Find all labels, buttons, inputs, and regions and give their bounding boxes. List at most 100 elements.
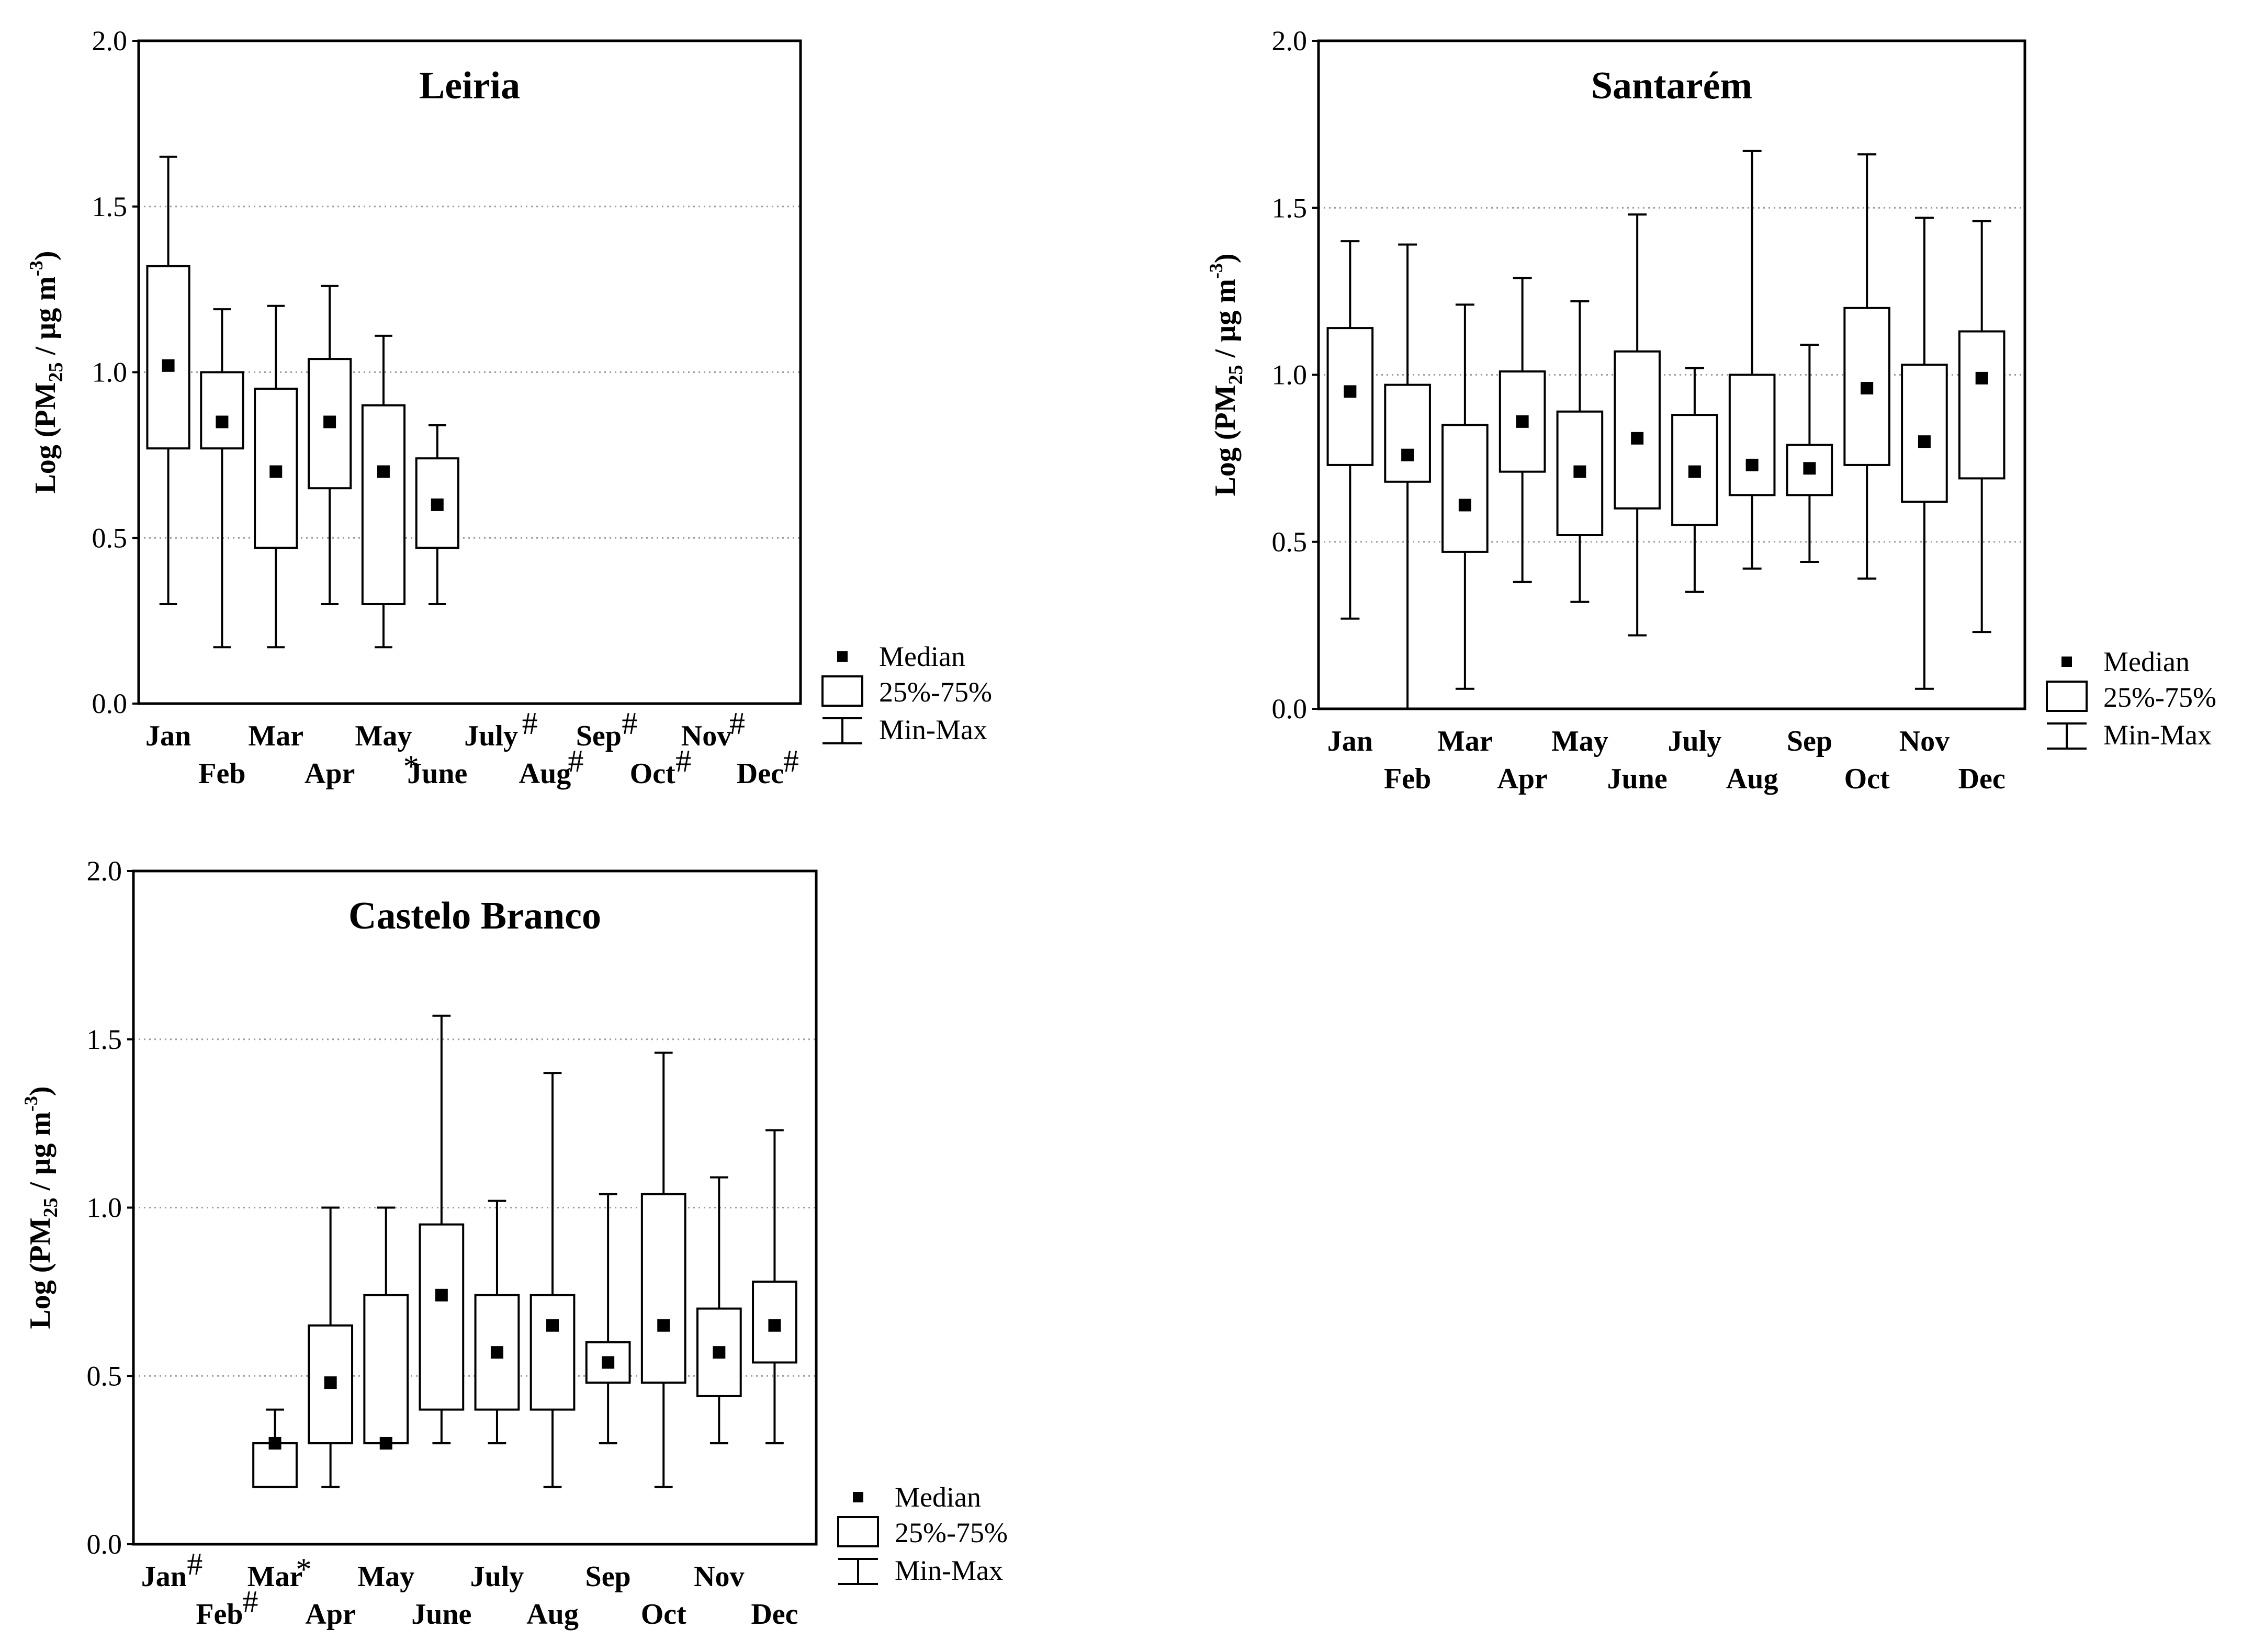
median-marker: [323, 415, 336, 428]
month-label: Dec: [751, 1598, 798, 1631]
y-axis-label-part: / µg m: [24, 1112, 57, 1197]
box-feb: [1384, 243, 1431, 710]
month-label: Feb: [196, 1598, 243, 1631]
box-feb: [200, 308, 244, 649]
median-marker: [1573, 465, 1586, 478]
median-marker: [1918, 435, 1931, 448]
y-tick-label: 2.0: [87, 855, 122, 887]
y-axis-label-part: / µg m: [1209, 279, 1242, 365]
median-marker: [377, 465, 390, 478]
box-oct: [640, 1051, 686, 1488]
median-marker: [1344, 385, 1357, 398]
median-marker: [1401, 448, 1414, 461]
box-mar: [1441, 303, 1489, 690]
iqr-box: [361, 404, 406, 605]
y-axis-label: Log (PM25 / µg m-3): [20, 1086, 62, 1329]
box-aug: [1728, 150, 1776, 570]
iqr-box: [1614, 350, 1661, 510]
iqr-box: [640, 1193, 686, 1384]
box-aug: [529, 1072, 576, 1488]
chart-title: Santarém: [1591, 64, 1752, 107]
median-marker: [1745, 458, 1759, 471]
median-marker: [379, 1436, 392, 1450]
box-dec: [1958, 220, 2006, 633]
box-jan: [1326, 240, 1374, 620]
plot-frame: [137, 39, 802, 705]
y-axis-label-subscript: 25: [40, 1198, 62, 1218]
median-marker: [324, 1376, 337, 1389]
month-label: Sep: [585, 1560, 631, 1593]
median-marker: [269, 465, 283, 478]
month-label: Apr: [1497, 763, 1547, 795]
missing-data-marker: #: [729, 706, 745, 741]
month-label: Apr: [305, 1598, 355, 1631]
iqr-box: [1901, 364, 1948, 503]
legend-median-icon: [2061, 657, 2072, 667]
y-axis-label-part: Log (PM: [29, 382, 62, 494]
box-apr: [1499, 277, 1546, 583]
median-marker: [546, 1319, 559, 1332]
iqr-box: [419, 1223, 465, 1411]
median-marker: [768, 1319, 781, 1332]
month-label: July: [1668, 725, 1722, 757]
month-label: Oct: [641, 1598, 686, 1631]
y-axis-label-superscript: -3: [1206, 263, 1226, 279]
box-june: [415, 424, 459, 605]
month-label: Mar: [247, 1560, 303, 1593]
median-marker: [490, 1346, 503, 1359]
chart-title: Leiria: [419, 64, 520, 107]
month-label: May: [357, 1560, 414, 1593]
iqr-box: [1499, 370, 1546, 473]
y-tick-label: 2.0: [1272, 25, 1308, 56]
y-tick-label: 0.0: [87, 1529, 122, 1560]
y-axis-label-part: ): [1209, 253, 1242, 263]
median-marker: [1803, 462, 1816, 475]
box-apr: [307, 285, 352, 605]
month-label: Nov: [694, 1560, 744, 1593]
month-label: Nov: [1899, 725, 1950, 757]
missing-data-marker: #: [783, 744, 799, 778]
y-tick-label: 1.0: [92, 357, 128, 388]
legend: Median 25%-75% Min-Max: [2046, 646, 2216, 751]
month-label: Apr: [305, 757, 355, 790]
box-may: [361, 334, 406, 649]
iqr-box: [474, 1294, 520, 1411]
y-tick-label: 1.0: [87, 1192, 122, 1224]
missing-data-marker: #: [622, 706, 637, 741]
month-label: Sep: [576, 720, 622, 752]
month-label: July: [464, 720, 518, 752]
iqr-box: [1441, 424, 1489, 553]
box-mar: [252, 1408, 298, 1488]
y-axis-label-part: Log (PM: [24, 1218, 57, 1329]
box-june: [1614, 213, 1661, 637]
y-axis-label-superscript: -3: [26, 261, 47, 276]
missing-data-marker: #: [675, 744, 691, 778]
y-axis-label-subscript: 25: [1225, 365, 1247, 385]
legend-box-label: 25%-75%: [895, 1517, 1008, 1548]
partial-data-marker: *: [403, 749, 419, 784]
y-axis-label-subscript: 25: [45, 363, 67, 382]
legend: Median 25%-75% Min-Max: [821, 641, 992, 745]
month-label: May: [355, 720, 412, 752]
box-jan: [146, 155, 190, 605]
box-dec: [752, 1129, 797, 1444]
y-tick-label: 0.5: [87, 1360, 122, 1391]
legend-whisker-label: Min-Max: [2103, 719, 2212, 751]
median-marker: [657, 1319, 670, 1332]
month-label: Nov: [681, 720, 731, 752]
month-label: May: [1551, 725, 1608, 757]
box-july: [474, 1200, 520, 1444]
month-label: Aug: [1726, 763, 1778, 795]
iqr-box: [363, 1294, 409, 1444]
legend-box-icon: [837, 1516, 879, 1547]
box-nov: [696, 1176, 742, 1444]
plot-frame: [1317, 39, 2026, 710]
month-label: Mar: [248, 720, 303, 752]
median-marker: [1631, 432, 1644, 445]
y-axis-label-part: Log (PM: [1209, 385, 1242, 496]
iqr-box: [585, 1341, 631, 1384]
iqr-box: [1728, 374, 1776, 496]
legend-median-icon: [837, 651, 848, 662]
iqr-box: [1384, 383, 1431, 483]
